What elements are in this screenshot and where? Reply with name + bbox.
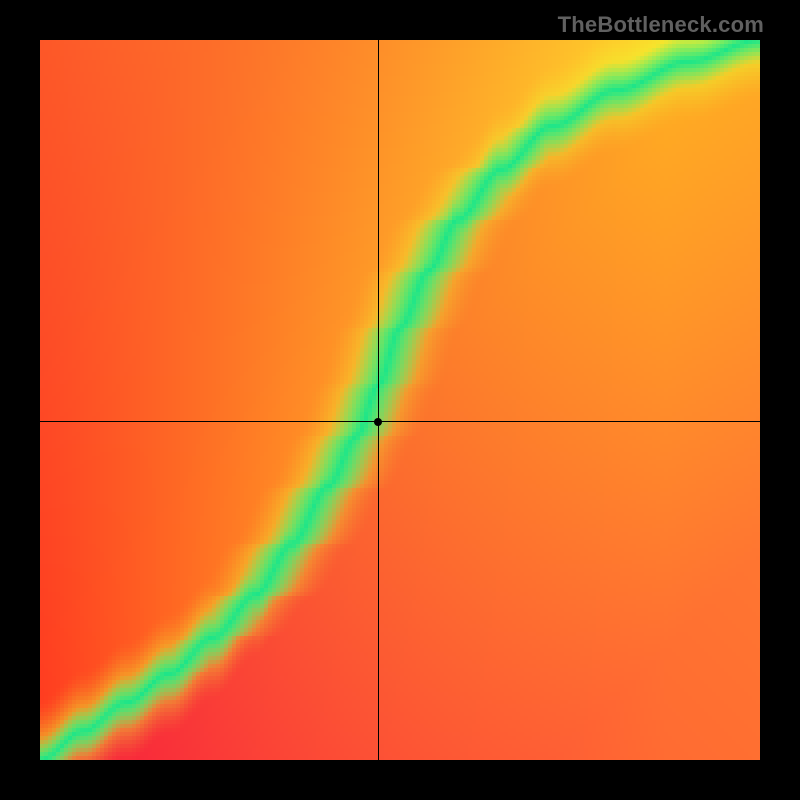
chart-root: TheBottleneck.com	[0, 0, 800, 800]
crosshair-vertical-line	[378, 40, 379, 760]
watermark-label: TheBottleneck.com	[558, 12, 764, 38]
crosshair-horizontal-line	[40, 421, 760, 422]
bottleneck-heatmap	[40, 40, 760, 760]
crosshair-marker-dot	[374, 418, 382, 426]
